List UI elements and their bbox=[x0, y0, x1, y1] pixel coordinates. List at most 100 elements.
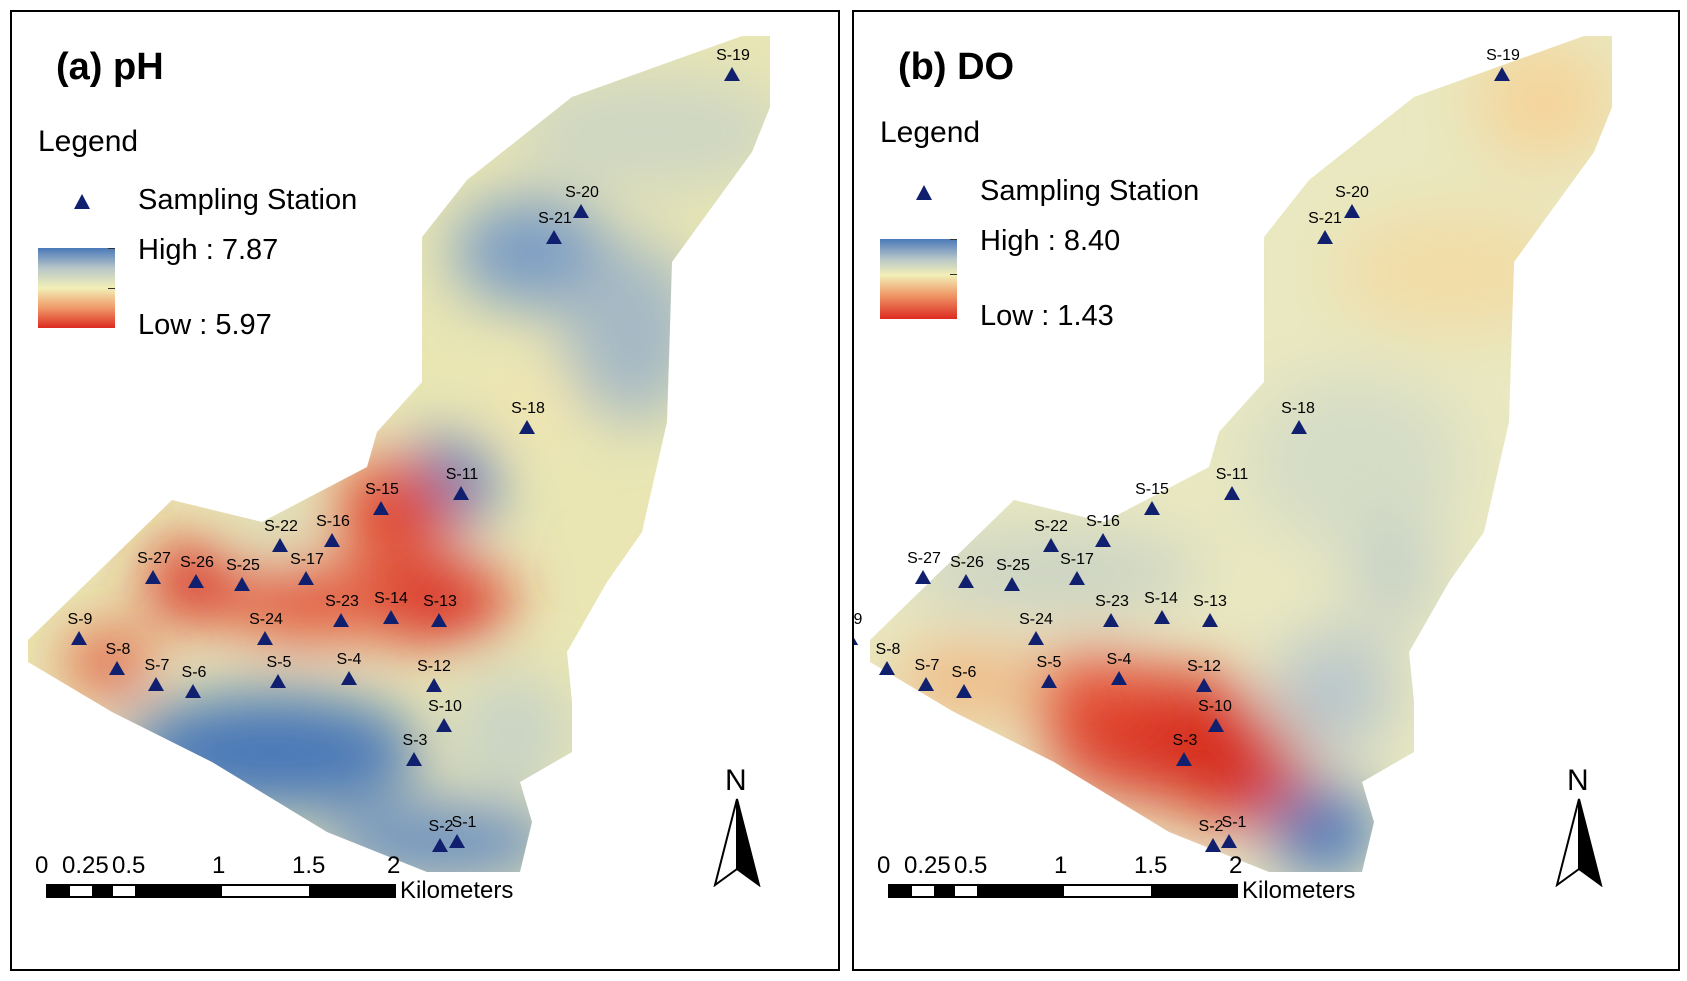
scale-bar-graphic bbox=[888, 884, 1238, 898]
station-label: S-14 bbox=[1144, 590, 1178, 607]
station-marker bbox=[1291, 420, 1307, 434]
station-label: S-9 bbox=[852, 611, 863, 628]
legend-low-label: Low : 5.97 bbox=[138, 309, 272, 341]
station-label: S-22 bbox=[264, 518, 298, 535]
legend-station-label: Sampling Station bbox=[138, 184, 358, 216]
scale-tick-label: 0.25 bbox=[904, 852, 951, 879]
legend-title: Legend bbox=[880, 116, 981, 149]
station-marker bbox=[1028, 631, 1044, 645]
station-label: S-26 bbox=[950, 554, 984, 571]
station-marker bbox=[854, 638, 858, 645]
station-label: S-14 bbox=[374, 590, 408, 607]
ramp-tick bbox=[108, 288, 115, 289]
ramp-tick bbox=[108, 248, 115, 249]
station-markers bbox=[71, 67, 740, 852]
station-label: S-15 bbox=[365, 481, 399, 498]
station-marker bbox=[1196, 678, 1212, 692]
station-label: S-24 bbox=[1019, 611, 1053, 628]
station-marker bbox=[109, 661, 125, 675]
station-label: S-19 bbox=[1486, 47, 1520, 64]
station-marker bbox=[879, 661, 895, 675]
station-label: S-25 bbox=[996, 557, 1030, 574]
station-marker bbox=[573, 204, 589, 218]
station-labels: S-1 S-2 S-3 S-4 S-5 S-6 S-7 S-8 S-9 S-10… bbox=[852, 47, 1520, 835]
ramp-tick bbox=[950, 239, 957, 240]
station-marker bbox=[1043, 538, 1059, 552]
station-marker bbox=[1202, 613, 1218, 627]
station-marker bbox=[383, 610, 399, 624]
station-label: S-8 bbox=[876, 641, 901, 658]
station-labels: S-1 S-2 S-3 S-4 S-5 S-6 S-7 S-8 S-9 S-10… bbox=[68, 47, 750, 835]
station-marker bbox=[1095, 533, 1111, 547]
station-marker bbox=[148, 677, 164, 691]
station-label: S-26 bbox=[180, 554, 214, 571]
station-label: S-19 bbox=[716, 47, 750, 64]
station-label: S-6 bbox=[952, 664, 977, 681]
panel-title: (a) pH bbox=[56, 46, 164, 88]
station-marker bbox=[1494, 67, 1510, 81]
station-label: S-1 bbox=[452, 814, 477, 831]
station-marker bbox=[270, 674, 286, 688]
station-marker-icon bbox=[916, 185, 932, 200]
station-label: S-5 bbox=[1037, 654, 1062, 671]
station-marker bbox=[1221, 834, 1237, 848]
station-marker bbox=[1069, 571, 1085, 585]
station-label: S-4 bbox=[337, 651, 362, 668]
station-label: S-8 bbox=[106, 641, 131, 658]
station-label: S-20 bbox=[1335, 184, 1369, 201]
station-label: S-10 bbox=[1198, 698, 1232, 715]
station-marker bbox=[71, 631, 87, 645]
station-label: S-22 bbox=[1034, 518, 1068, 535]
station-marker bbox=[298, 571, 314, 585]
north-label: N bbox=[1567, 764, 1589, 797]
scale-tick-label: 2 bbox=[1229, 852, 1243, 879]
station-marker bbox=[1205, 838, 1221, 852]
map-panel-ph: S-1 S-2 S-3 S-4 S-5 S-6 S-7 S-8 S-9 S-10… bbox=[10, 10, 840, 971]
station-marker bbox=[185, 684, 201, 698]
scale-tick-label: 0 bbox=[877, 852, 891, 879]
station-label: S-16 bbox=[1086, 513, 1120, 530]
map-panel-do: S-1 S-2 S-3 S-4 S-5 S-6 S-7 S-8 S-9 S-10… bbox=[852, 10, 1680, 971]
station-marker bbox=[1111, 671, 1127, 685]
station-label: S-12 bbox=[417, 658, 451, 675]
station-marker bbox=[373, 501, 389, 515]
station-label: S-16 bbox=[316, 513, 350, 530]
station-marker bbox=[915, 570, 931, 584]
station-marker bbox=[341, 671, 357, 685]
scale-tick-label: 1 bbox=[212, 852, 226, 879]
station-marker bbox=[188, 574, 204, 588]
station-label: S-13 bbox=[1193, 593, 1227, 610]
station-marker bbox=[1154, 610, 1170, 624]
station-marker bbox=[449, 834, 465, 848]
station-label: S-24 bbox=[249, 611, 283, 628]
station-label: S-2 bbox=[1199, 818, 1224, 835]
station-marker bbox=[1041, 674, 1057, 688]
legend-high-label: High : 7.87 bbox=[138, 234, 279, 266]
station-marker bbox=[436, 718, 452, 732]
station-marker bbox=[958, 574, 974, 588]
station-label: S-17 bbox=[290, 551, 324, 568]
station-marker bbox=[519, 420, 535, 434]
station-label: S-1 bbox=[1222, 814, 1247, 831]
legend-title: Legend bbox=[38, 125, 139, 158]
station-marker bbox=[324, 533, 340, 547]
station-label: S-21 bbox=[538, 210, 572, 227]
station-marker bbox=[546, 230, 562, 244]
station-marker bbox=[918, 677, 934, 691]
station-label: S-20 bbox=[565, 184, 599, 201]
station-label: S-10 bbox=[428, 698, 462, 715]
station-marker bbox=[1176, 752, 1192, 766]
station-label: S-27 bbox=[137, 550, 171, 567]
station-marker bbox=[1208, 718, 1224, 732]
station-marker bbox=[1344, 204, 1360, 218]
station-marker bbox=[1317, 230, 1333, 244]
north-arrow-icon bbox=[713, 798, 761, 887]
station-marker bbox=[1103, 613, 1119, 627]
do-map-surface bbox=[854, 36, 1612, 872]
station-marker bbox=[1224, 486, 1240, 500]
station-marker bbox=[145, 570, 161, 584]
station-marker bbox=[431, 613, 447, 627]
station-marker bbox=[724, 67, 740, 81]
scale-tick-label: 1.5 bbox=[1134, 852, 1168, 879]
station-marker bbox=[453, 486, 469, 500]
